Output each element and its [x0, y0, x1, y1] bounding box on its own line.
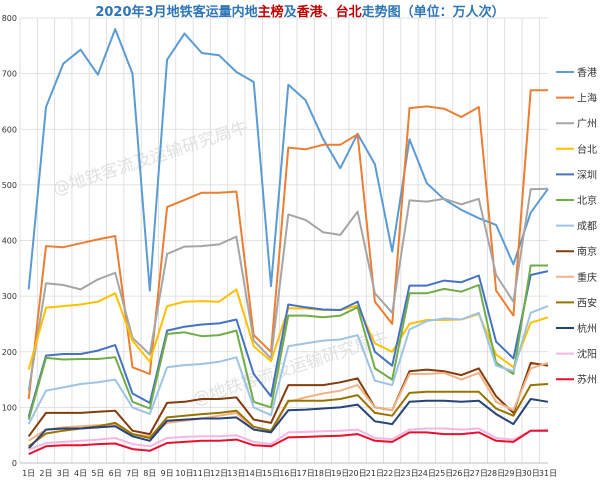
- x-tick-label: 9日: [161, 469, 174, 478]
- x-tick-label: 3日: [57, 469, 70, 478]
- chart-title: 2020年3月地铁客运量内地主榜及香港、台北走势图（单位：万人次）: [95, 4, 504, 20]
- x-tick-label: 12日: [210, 469, 228, 478]
- legend-label-0: 香港: [577, 67, 597, 79]
- x-tick-label: 28日: [487, 469, 505, 478]
- watermark-0: @地铁客流及运输研究局牛: [50, 118, 250, 200]
- legend-label-9: 西安: [577, 296, 597, 309]
- legend-label-8: 重庆: [577, 271, 597, 284]
- y-tick-label: 400: [2, 237, 17, 246]
- title-part-1: 主榜: [258, 4, 284, 20]
- series-line-0: [27, 28, 549, 292]
- x-tick-label: 24日: [418, 469, 436, 478]
- series-line-6: [27, 305, 549, 425]
- x-tick-label: 18日: [314, 469, 332, 478]
- x-tick-label: 2日: [39, 469, 52, 478]
- x-tick-label: 27日: [470, 469, 488, 478]
- x-tick-label: 22日: [383, 469, 401, 478]
- series-line-2: [27, 187, 549, 391]
- legend-label-3: 台北: [577, 143, 597, 156]
- x-tick-label: 14日: [245, 469, 263, 478]
- legend-label-12: 苏州: [577, 373, 597, 386]
- x-tick-label: 10日: [175, 469, 193, 478]
- title-part-4: 走势图（单位：万人次）: [362, 4, 505, 20]
- x-tick-label: 29日: [504, 469, 522, 478]
- x-tick-label: 19日: [331, 469, 349, 478]
- legend-label-2: 广州: [577, 118, 597, 130]
- legend-label-6: 成都: [577, 221, 597, 233]
- series-line-5: [27, 264, 548, 420]
- y-tick-label: 600: [2, 125, 17, 134]
- y-axis-ticks: 0 100 200 300 400 500 600 700 800: [2, 14, 17, 468]
- x-tick-label: 25日: [435, 469, 453, 478]
- y-tick-label: 500: [2, 181, 17, 190]
- x-tick-label: 16日: [279, 469, 297, 478]
- x-tick-label: 15日: [262, 469, 280, 478]
- legend-label-5: 北京: [577, 194, 597, 207]
- x-tick-label: 30日: [522, 469, 540, 478]
- series-line-12: [28, 429, 548, 456]
- x-tick-label: 4日: [74, 469, 87, 478]
- x-tick-label: 6日: [109, 469, 122, 478]
- y-tick-label: 200: [2, 348, 17, 357]
- x-tick-label: 31日: [539, 469, 557, 478]
- legend-label-7: 南京: [577, 245, 597, 258]
- legend-label-1: 上海: [577, 92, 597, 105]
- x-tick-label: 17日: [297, 469, 315, 478]
- title-part-0: 2020年3月地铁客运量内地: [95, 4, 257, 20]
- x-tick-label: 13日: [227, 469, 245, 478]
- title-part-3: 香港、台北: [296, 4, 362, 20]
- series-line-1: [27, 89, 548, 400]
- x-tick-label: 26日: [452, 469, 470, 478]
- y-tick-label: 300: [2, 292, 17, 301]
- y-tick-label: 700: [2, 70, 17, 79]
- y-tick-label: 800: [2, 14, 17, 23]
- y-tick-label: 0: [12, 459, 17, 468]
- legend-label-10: 杭州: [577, 322, 597, 335]
- x-tick-label: 11日: [193, 469, 211, 478]
- x-tick-label: 21日: [366, 469, 384, 478]
- series-line-11: [28, 427, 549, 451]
- watermarks: @地铁客流及运输研究局牛@地铁客流及运输研究局牛: [50, 118, 390, 410]
- x-tick-label: 23日: [400, 469, 418, 478]
- series-line-4: [27, 270, 549, 418]
- x-tick-label: 1日: [22, 469, 35, 478]
- series-lines: [27, 28, 549, 456]
- x-tick-label: 20日: [348, 469, 366, 478]
- legend-label-4: 深圳: [577, 169, 597, 181]
- series-line-9: [28, 383, 549, 448]
- y-tick-label: 100: [2, 403, 17, 412]
- title-part-2: 及: [284, 5, 298, 20]
- x-tick-label: 8日: [143, 469, 156, 478]
- x-tick-label: 7日: [126, 469, 139, 478]
- legend-label-11: 沈阳: [577, 348, 597, 361]
- series-line-10: [27, 398, 549, 450]
- grid: [19, 17, 548, 464]
- series-line-7: [27, 361, 549, 437]
- x-tick-label: 5日: [91, 469, 104, 478]
- x-axis-ticks: 1日 2日 3日 4日 5日 6日 7日 8日 9日 10日 11日 12日 13日 14日 15日 16日 1…: [22, 469, 557, 478]
